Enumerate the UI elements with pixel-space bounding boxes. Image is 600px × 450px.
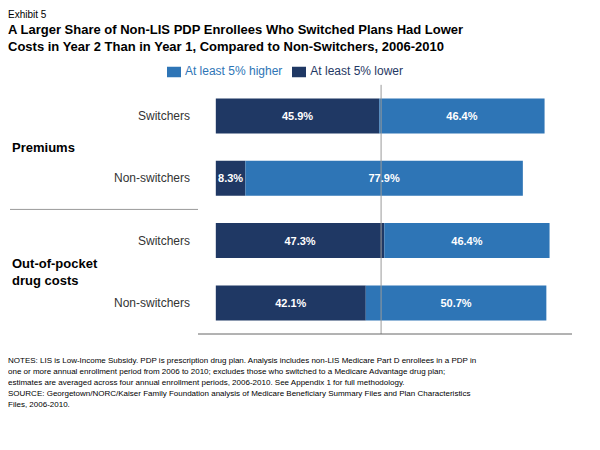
svg-text:50.7%: 50.7%: [440, 297, 471, 309]
html-text:NOTES: LIS is Low-Income Subsi: NOTES: LIS is Low-Income Subsidy. PDP is…: [8, 356, 477, 409]
svg-text:46.4%: 46.4%: [446, 110, 477, 122]
svg-text:Out-of-pocketdrug costs: Out-of-pocketdrug costs: [12, 256, 98, 288]
svg-text:77.9%: 77.9%: [369, 172, 400, 184]
svg-text:Non-switchers: Non-switchers: [114, 171, 190, 185]
html-text:Exhibit 5: Exhibit 5: [8, 9, 47, 20]
svg-text:Switchers: Switchers: [138, 109, 190, 123]
svg-text:46.4%: 46.4%: [451, 235, 482, 247]
html-text:At least 5% higher: At least 5% higher: [184, 64, 283, 78]
svg-text:42.1%: 42.1%: [275, 297, 306, 309]
svg-text:Premiums: Premiums: [12, 140, 75, 155]
svg-text:Non-switchers: Non-switchers: [114, 296, 190, 310]
html-text:At least 5% lower: At least 5% lower: [310, 64, 403, 78]
svg-text:45.9%: 45.9%: [282, 110, 313, 122]
html-text:A Larger Share of Non-LIS PDP: A Larger Share of Non-LIS PDP Enrollees …: [8, 22, 464, 54]
svg-text:8.3%: 8.3%: [218, 172, 243, 184]
svg-text:47.3%: 47.3%: [284, 235, 315, 247]
svg-text:Switchers: Switchers: [138, 234, 190, 248]
